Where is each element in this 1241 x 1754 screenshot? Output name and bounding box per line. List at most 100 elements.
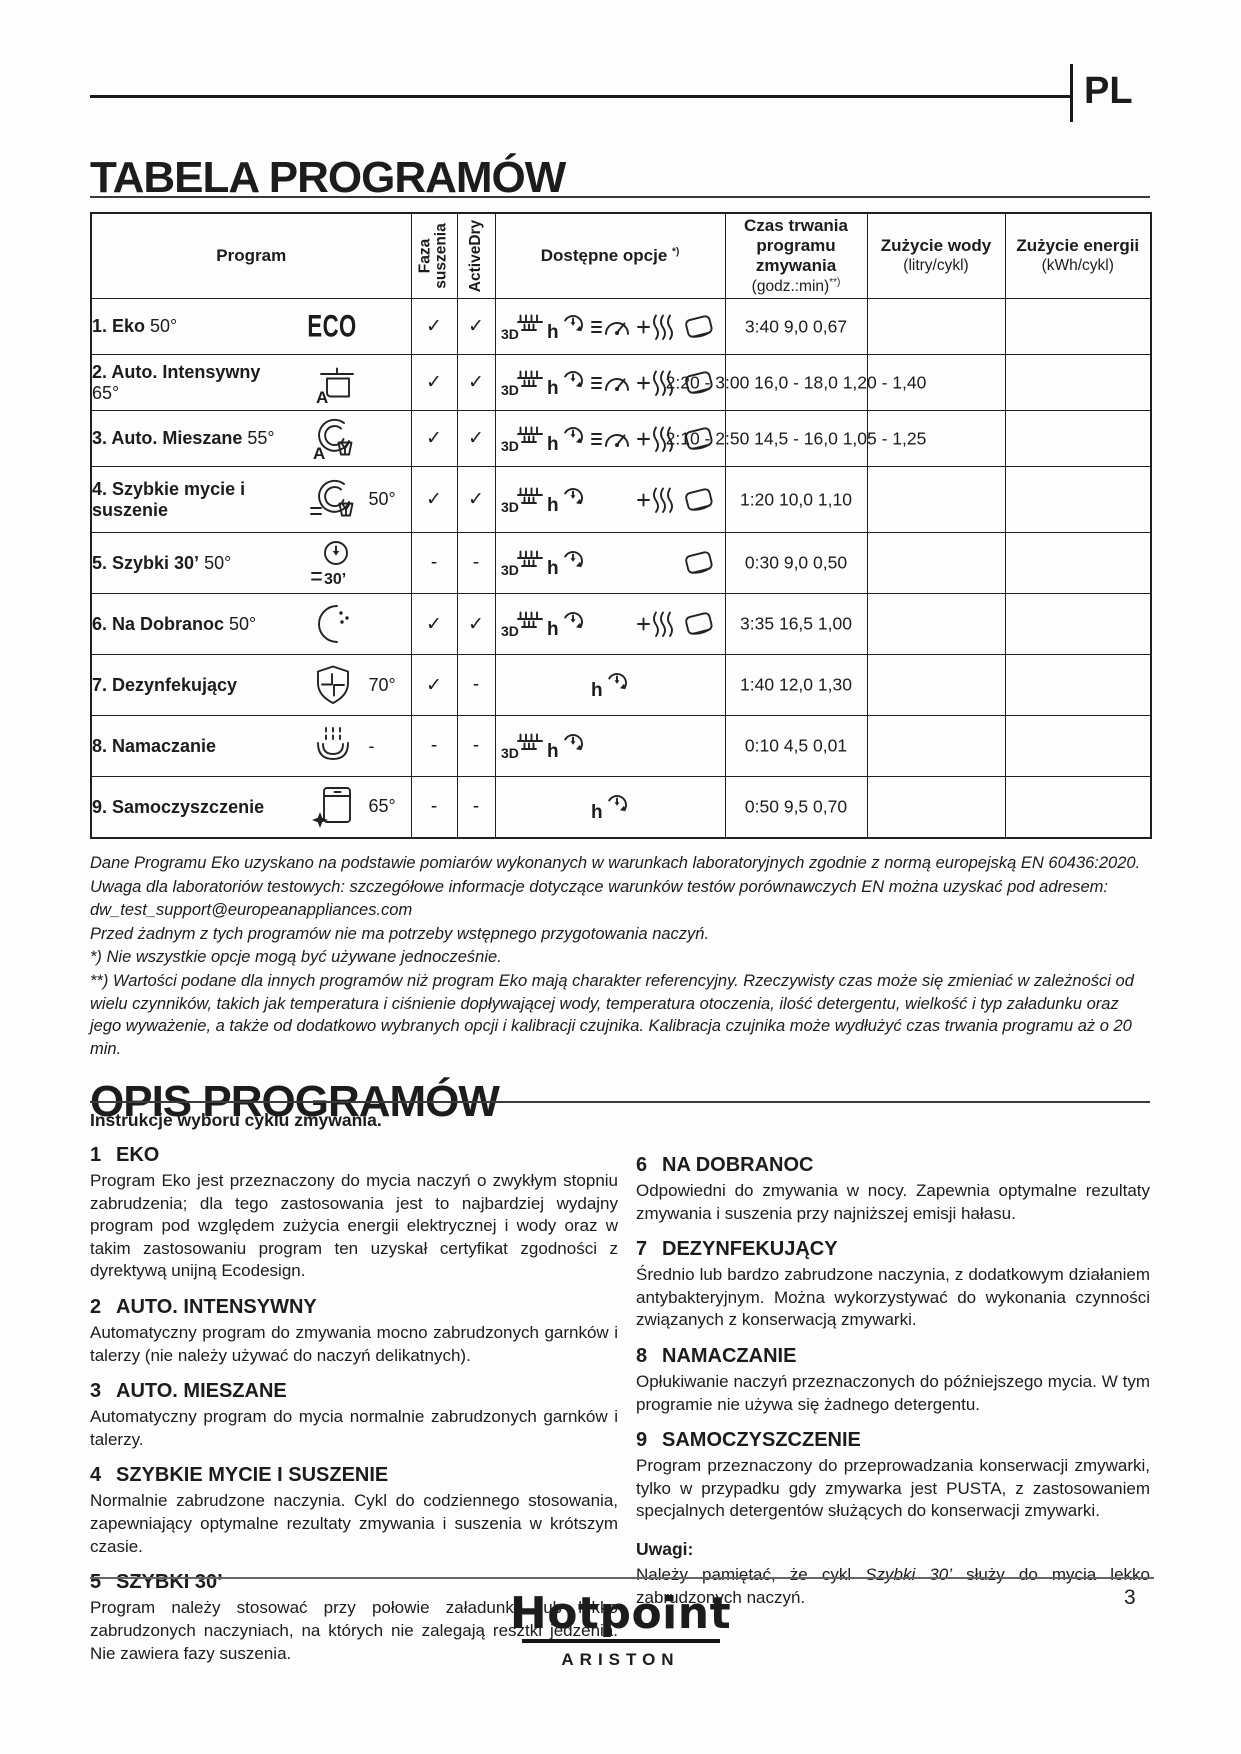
drying-phase-mark: ✓ <box>410 410 458 467</box>
program-description-text: Program przeznaczony do przeprowadzania … <box>636 1456 1150 1521</box>
program-name: 9. Samoczyszczenie <box>92 796 265 817</box>
energy-consumption-cell <box>1004 654 1152 716</box>
quick-wash-dry-icon <box>297 479 369 521</box>
table-footnotes: Dane Programu Eko uzyskano na podstawie … <box>90 852 1152 1061</box>
program-description: 1 EKO Program Eko jest przeznaczony do myc… <box>90 1144 618 1283</box>
3d-rack-icon: 3D <box>501 726 545 766</box>
program-row: 4. Szybkie mycie i suszenie 50° ✓ ✓ 3D h 1:20 … <box>90 466 1152 533</box>
energy-consumption-cell <box>1004 298 1152 355</box>
svg-text:h: h <box>547 322 559 342</box>
svg-text:3D: 3D <box>501 623 519 639</box>
program-description-heading: 1 EKO <box>90 1144 160 1166</box>
program-name: 8. Namaczanie <box>92 735 217 756</box>
program-temperature: 50° <box>145 316 178 337</box>
programs-table-title: TABELA PROGRAMÓW <box>90 153 566 203</box>
notes-text: Należy pamiętać, że cykl Szybki 30’ służ… <box>636 1565 1150 1607</box>
program-description: 6 NA DOBRANOC Odpowiedni do zmywania w noc… <box>636 1154 1150 1225</box>
duration-cell: 1:40 12,0 1,30 <box>724 654 868 716</box>
water-consumption-cell <box>866 354 1006 411</box>
tablet-icon <box>677 307 721 347</box>
svg-text:h: h <box>547 495 559 515</box>
empty-option-slot <box>589 604 633 644</box>
duration-cell: 0:10 4,5 0,01 <box>724 715 868 777</box>
3d-rack-icon: 3D <box>501 307 545 347</box>
activedry-mark: - <box>456 532 496 594</box>
program-row: 2. Auto. Intensywny 65° A ✓ ✓ 3D h 2:20 - 3:00… <box>90 354 1152 411</box>
footnote-line: *) Nie wszystkie opcje mogą być używane … <box>90 948 502 967</box>
duration-cell: 3:35 16,5 1,00 <box>724 593 868 655</box>
energy-consumption-cell <box>1004 532 1152 594</box>
steam-plus-icon <box>633 363 677 403</box>
tablet-icon <box>677 363 721 403</box>
cycle-values: 0:30 9,0 0,50 <box>744 552 848 573</box>
cycle-values: 2:20 - 3:00 16,0 - 18,0 1,20 - 1,40 <box>665 372 927 392</box>
steam-plus-icon <box>633 604 677 644</box>
empty-option-slot <box>633 726 677 766</box>
delay-timer-icon: h <box>545 726 589 766</box>
duration-cell: 1:20 10,0 1,10 <box>724 466 868 533</box>
program-temperature: 70° <box>368 674 396 695</box>
water-consumption-cell <box>866 776 1006 838</box>
program-row: 8. Namaczanie - - -3D h 0:10 4,5 0,01 <box>90 715 1152 777</box>
water-consumption-cell <box>866 715 1006 777</box>
program-description-text: Normalnie zabrudzone naczynia. Cykl do c… <box>90 1491 618 1556</box>
footnote-line: **) Wartości podane dla innych programów… <box>90 971 1134 1058</box>
program-temperature: 50° <box>368 489 396 509</box>
footer-rule <box>90 1577 1154 1579</box>
program-description-text: Program Eko jest przeznaczony do mycia n… <box>90 1171 618 1281</box>
empty-option-slot <box>589 543 633 583</box>
svg-text:3D: 3D <box>501 382 519 398</box>
program-cell: 3. Auto. Mieszane 55° A <box>90 410 412 467</box>
gauge-icon <box>589 307 633 347</box>
page-header: PL <box>90 64 1154 122</box>
cycle-values: 0:10 4,5 0,01 <box>744 735 848 756</box>
brand-logo: Hotpoint ARISTON <box>0 1592 1241 1670</box>
steam-plus-icon <box>633 480 677 520</box>
language-badge: PL <box>1084 70 1133 112</box>
program-description-heading: 3 AUTO. MIESZANE <box>90 1380 287 1403</box>
empty-option-slot <box>545 787 589 827</box>
drying-phase-mark: ✓ <box>410 466 458 533</box>
options-cell: 3D h <box>494 466 726 533</box>
program-cell: 8. Namaczanie - <box>90 715 412 777</box>
energy-consumption-cell <box>1004 776 1152 838</box>
program-temperature: 50° <box>224 613 257 634</box>
title-rule <box>90 196 1150 198</box>
activedry-mark: - <box>456 654 496 716</box>
program-description-text: Średnio lub bardzo zabrudzone naczynia, … <box>636 1265 1150 1330</box>
3d-rack-icon: 3D <box>501 604 545 644</box>
program-name: 1. Eko 50° <box>92 316 178 337</box>
program-description-heading: 7 DEZYNFEKUJĄCY <box>636 1238 838 1261</box>
program-row: 1. Eko 50° ECO ✓ ✓ 3D h 3:40 9,0 0,67 <box>90 298 1152 355</box>
options-cell: h <box>494 776 726 838</box>
program-description-heading: 4 SZYBKIE MYCIE I SUSZENIE <box>90 1464 389 1487</box>
col-header-water: Zużycie wody (litry/cykl) <box>866 212 1006 299</box>
program-description: 8 NAMACZANIE Opłukiwanie naczyń przeznaczo… <box>636 1345 1150 1416</box>
program-description: 7 DEZYNFEKUJĄCY Średnio lub bardzo zabrudz… <box>636 1238 1150 1332</box>
water-consumption-cell <box>866 466 1006 533</box>
3d-rack-icon: 3D <box>501 419 545 459</box>
drying-phase-mark: ✓ <box>410 354 458 411</box>
program-row: 9. Samoczyszczenie 65° - - h 0:50 9,5 0,70 <box>90 776 1152 838</box>
descriptions-columns: Instrukcje wyboru cyklu zmywania. 1 EKO Pr… <box>90 1110 1150 1665</box>
activedry-mark: ✓ <box>456 354 496 411</box>
program-description-text: Automatyczny program do mycia normalnie … <box>90 1407 618 1449</box>
program-row: 6. Na Dobranoc 50° ✓ ✓ 3D h 3:35 16,5 1,00 <box>90 593 1152 655</box>
program-row: 3. Auto. Mieszane 55° A ✓ ✓ 3D h 2:10 - 2:50 1… <box>90 410 1152 467</box>
program-name: 6. Na Dobranoc 50° <box>92 613 257 634</box>
empty-option-slot <box>677 665 721 705</box>
header-tick <box>1070 64 1073 122</box>
soak-icon <box>297 725 369 767</box>
drying-phase-mark: ✓ <box>410 654 458 716</box>
svg-text:h: h <box>547 619 559 639</box>
drying-phase-mark: - <box>410 532 458 594</box>
water-consumption-cell <box>866 654 1006 716</box>
3d-rack-icon: 3D <box>501 543 545 583</box>
program-description-text: Automatyczny program do zmywania mocno z… <box>90 1323 618 1365</box>
delay-timer-icon: h <box>589 665 633 705</box>
header-rule <box>90 95 1070 98</box>
empty-option-slot <box>677 787 721 827</box>
program-description-heading: 8 NAMACZANIE <box>636 1345 797 1368</box>
gauge-icon <box>589 363 633 403</box>
